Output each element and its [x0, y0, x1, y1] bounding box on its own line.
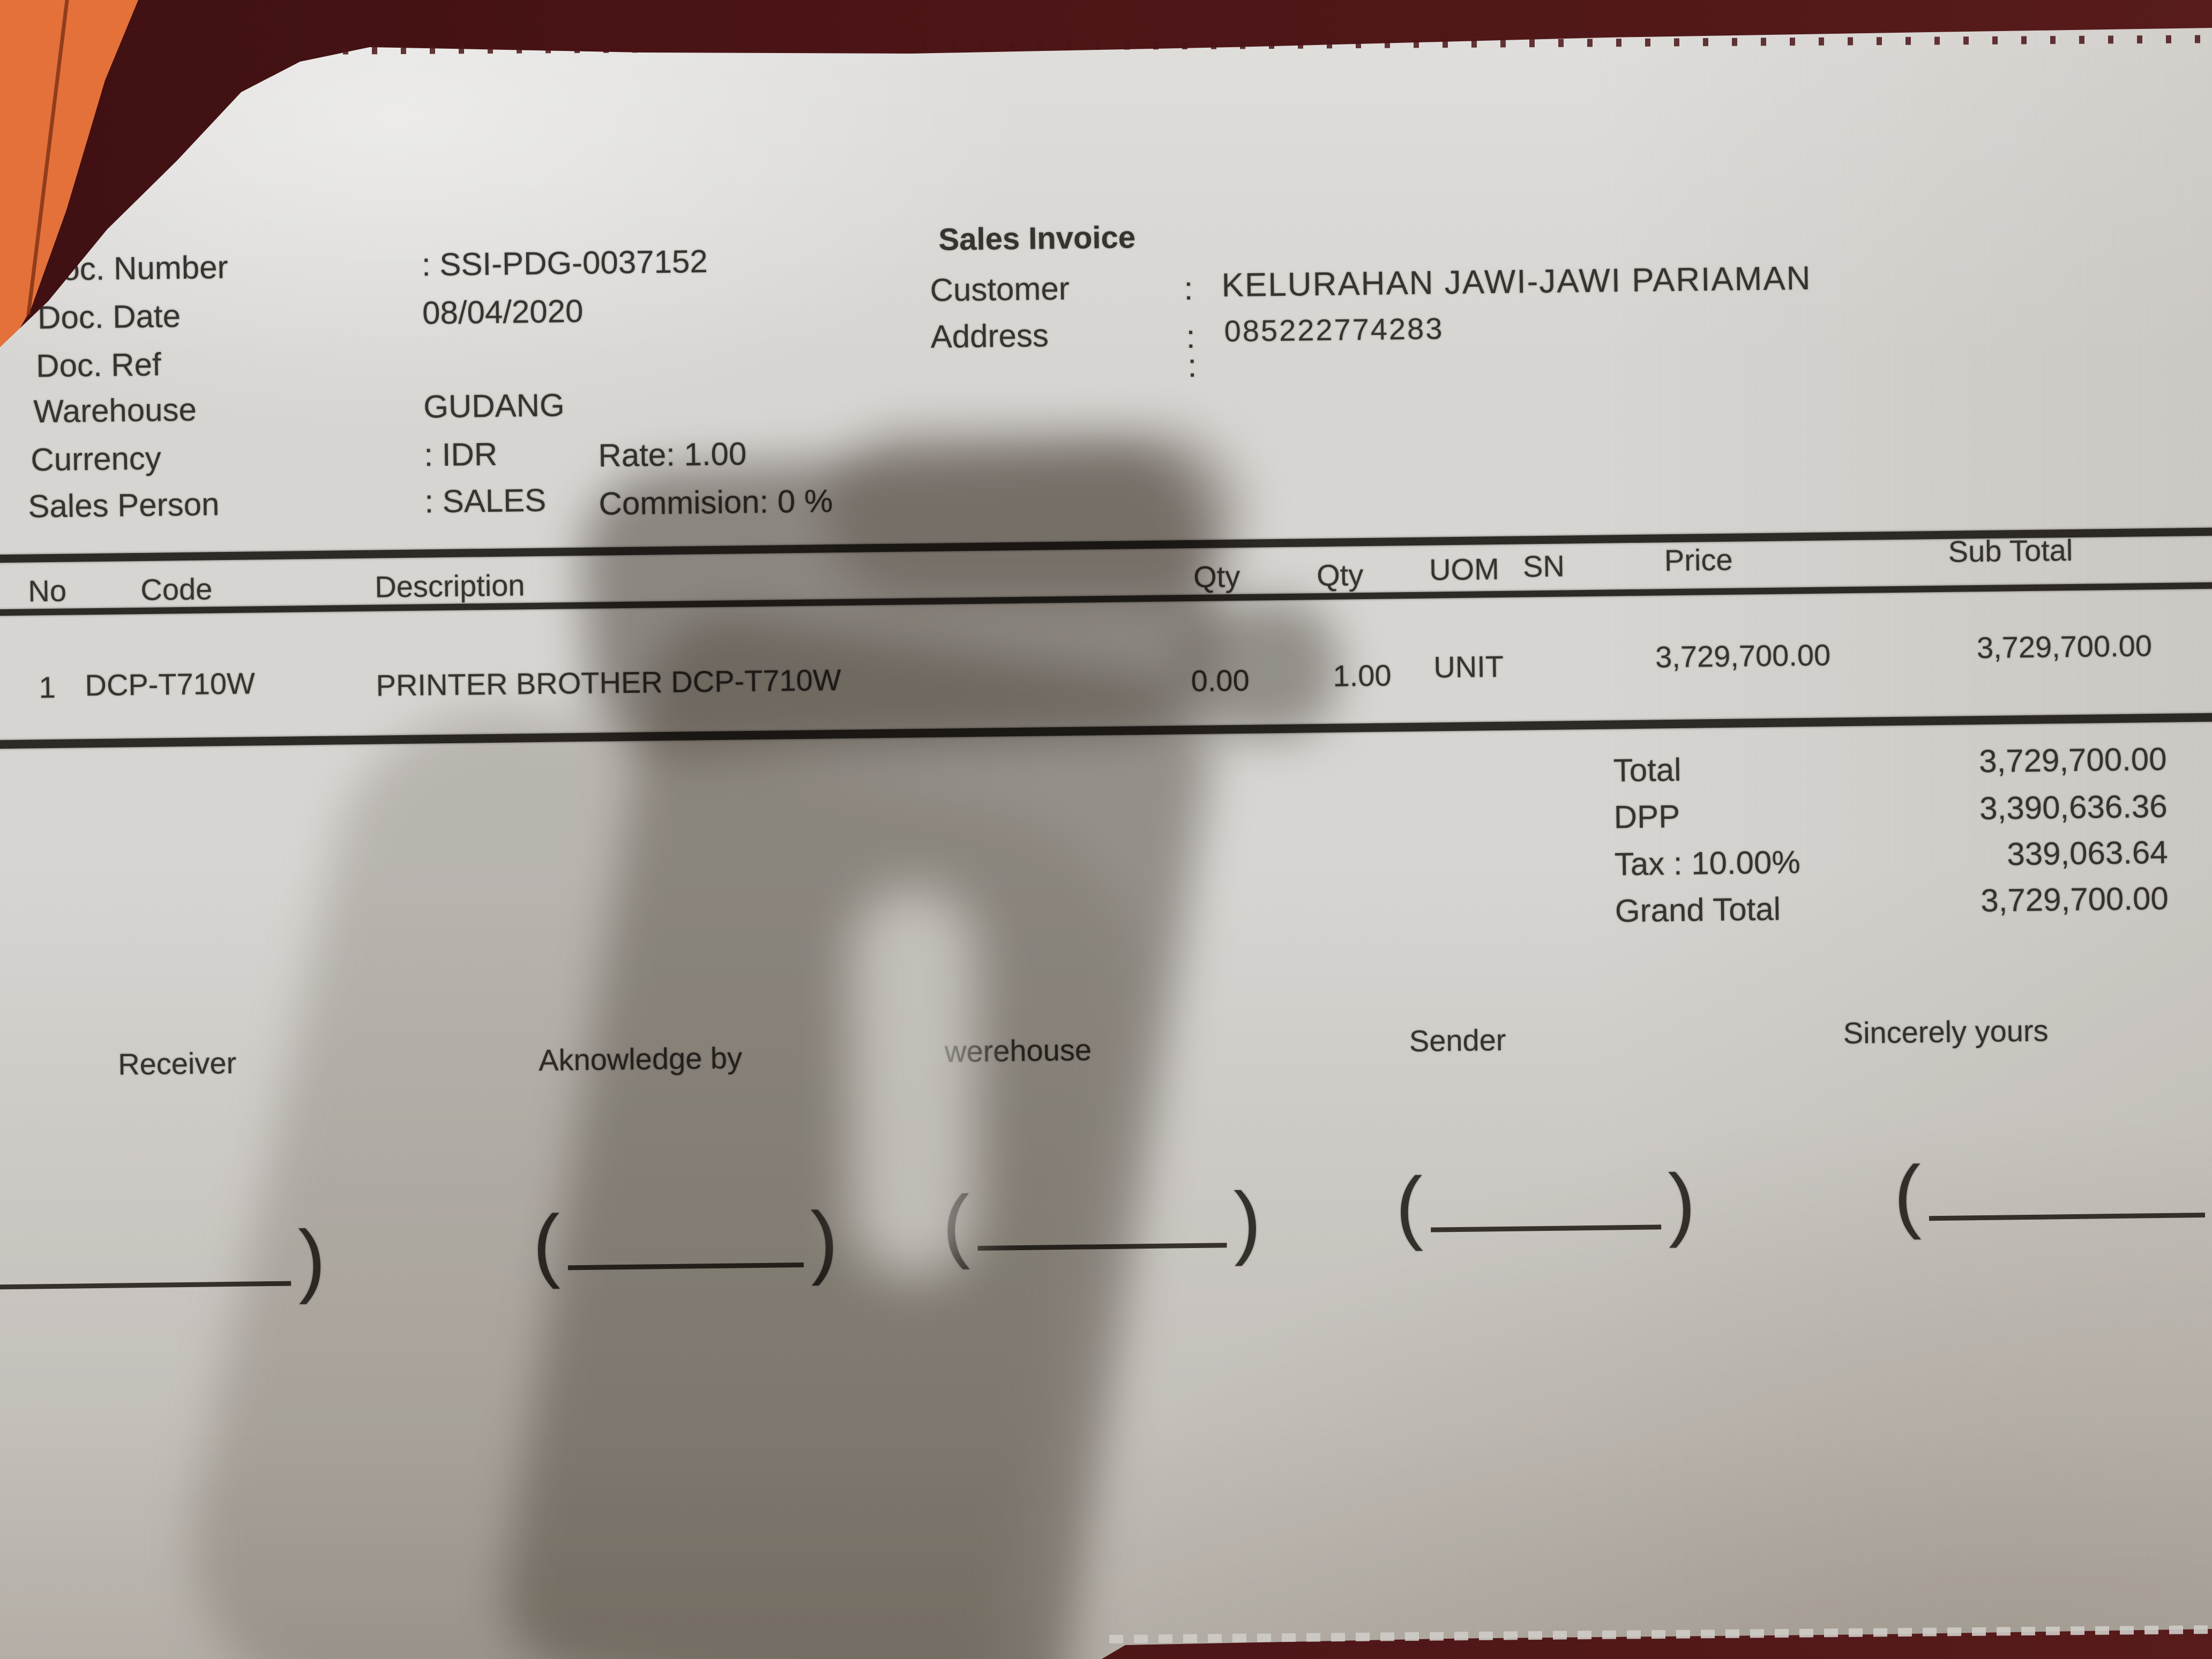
- signature-label-sincerely: Sincerely yours: [1843, 1013, 2049, 1050]
- signature-underline: [977, 1237, 1227, 1251]
- row-qty2: 1.00: [1333, 658, 1392, 693]
- signature-underline: [0, 1275, 292, 1290]
- signature-label-acknowledge: Aknowledge by: [538, 1041, 743, 1077]
- dpp-value: 3,390,636.36: [1979, 788, 2168, 827]
- row-qty1: 0.00: [1191, 663, 1250, 698]
- row-description: PRINTER BROTHER DCP-T710W: [376, 663, 842, 703]
- address-separator-2: :: [1187, 347, 1197, 384]
- customer-separator: :: [1184, 270, 1193, 307]
- signature-paren-open: (: [532, 1198, 561, 1290]
- row-code: DCP-T710W: [85, 666, 256, 703]
- col-header-qty2: Qty: [1316, 558, 1364, 593]
- total-label: Total: [1613, 751, 1682, 789]
- dpp-label: DPP: [1613, 798, 1680, 835]
- table-header-rule: [0, 582, 2212, 616]
- col-header-code: Code: [140, 572, 213, 607]
- col-header-qty1: Qty: [1193, 559, 1240, 594]
- address-label: Address: [930, 317, 1049, 355]
- warehouse-value: GUDANG: [423, 387, 565, 425]
- currency-label: Currency: [31, 440, 162, 478]
- doc-ref-label: Doc. Ref: [35, 346, 162, 384]
- grand-total-value: 3,729,700.00: [1980, 880, 2169, 919]
- signature-label-sender: Sender: [1409, 1022, 1506, 1058]
- sales-person-value: : SALES: [424, 482, 547, 520]
- signature-paren-close: ): [1668, 1157, 1696, 1249]
- page-title: Sales Invoice: [938, 220, 1136, 257]
- signature-paren-open: (: [1893, 1149, 1922, 1241]
- signature-line-warehouse: ( ): [941, 1175, 1262, 1271]
- doc-date-value: 08/04/2020: [422, 293, 584, 331]
- currency-value: : IDR: [423, 436, 498, 473]
- doc-number-label: Doc. Number: [38, 249, 228, 288]
- grand-total-label: Grand Total: [1615, 891, 1781, 929]
- signature-line-sender: ( ): [1395, 1157, 1696, 1252]
- signature-label-warehouse: werehouse: [944, 1033, 1092, 1068]
- sales-person-label: Sales Person: [28, 486, 220, 525]
- row-no: 1: [39, 670, 56, 705]
- customer-label: Customer: [930, 270, 1070, 308]
- signature-label-receiver: Receiver: [117, 1045, 237, 1081]
- rate-value: Rate: 1.00: [597, 436, 747, 474]
- commission-value: Commision: 0 %: [599, 483, 833, 522]
- doc-number-value: : SSI-PDG-0037152: [421, 243, 708, 283]
- customer-value: KELURAHAN JAWI-JAWI PARIAMAN: [1221, 259, 1812, 304]
- doc-date-label: Doc. Date: [37, 298, 181, 336]
- col-header-price: Price: [1664, 542, 1733, 578]
- col-header-uom: UOM: [1429, 552, 1500, 587]
- signature-paren-close: ): [297, 1213, 326, 1305]
- col-header-sn: SN: [1522, 549, 1565, 584]
- col-header-no: No: [28, 573, 67, 608]
- tax-label: Tax : 10.00%: [1614, 844, 1801, 883]
- signature-underline: [567, 1257, 804, 1271]
- table-bottom-rule: [0, 713, 2212, 749]
- col-header-subtotal: Sub Total: [1948, 533, 2073, 569]
- tax-value: 339,063.64: [2006, 834, 2169, 872]
- signature-line-receiver: ): [0, 1213, 326, 1305]
- signature-line-acknowledge: ( ): [532, 1195, 839, 1290]
- signature-paren-open: (: [941, 1179, 970, 1271]
- signature-underline: [1430, 1219, 1661, 1232]
- col-header-description: Description: [374, 568, 525, 604]
- address-value: 085222774283: [1224, 311, 1444, 348]
- signature-paren-open: (: [1395, 1160, 1424, 1252]
- row-subtotal: 3,729,700.00: [1976, 629, 2153, 665]
- signature-underline: [1929, 1207, 2205, 1221]
- warehouse-label: Warehouse: [33, 391, 197, 430]
- row-uom: UNIT: [1433, 649, 1504, 684]
- row-price: 3,729,700.00: [1655, 638, 1831, 674]
- table-top-rule: [0, 527, 2212, 563]
- total-value: 3,729,700.00: [1978, 741, 2167, 780]
- signature-line-sincerely: ( ): [1893, 1145, 2212, 1241]
- signature-paren-close: ): [1233, 1175, 1262, 1267]
- signature-paren-close: ): [810, 1195, 839, 1287]
